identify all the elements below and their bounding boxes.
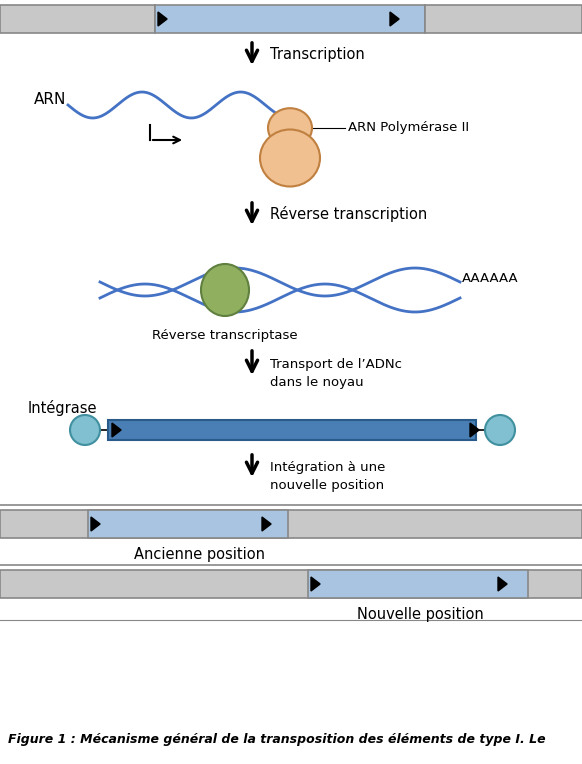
Text: Intégration à une
nouvelle position: Intégration à une nouvelle position: [270, 461, 385, 492]
Circle shape: [70, 415, 100, 445]
Text: Nouvelle position: Nouvelle position: [357, 607, 484, 621]
Bar: [155, 5, 425, 33]
Text: ARN: ARN: [34, 92, 66, 108]
Bar: [0, 5, 155, 33]
Text: Transcription: Transcription: [270, 47, 365, 61]
Circle shape: [485, 415, 515, 445]
Polygon shape: [311, 577, 320, 591]
Text: Figure 1 : Mécanisme général de la transposition des éléments de type I. Le: Figure 1 : Mécanisme général de la trans…: [8, 733, 546, 746]
Polygon shape: [262, 517, 271, 531]
Polygon shape: [112, 423, 121, 437]
Bar: [0, 510, 582, 538]
Ellipse shape: [260, 130, 320, 186]
Polygon shape: [470, 423, 479, 437]
Text: AAAAAA: AAAAAA: [462, 271, 519, 284]
Ellipse shape: [201, 264, 249, 316]
Polygon shape: [158, 12, 167, 26]
Ellipse shape: [268, 108, 312, 147]
Polygon shape: [498, 577, 507, 591]
Polygon shape: [390, 12, 399, 26]
Polygon shape: [91, 517, 100, 531]
Bar: [88, 510, 288, 538]
Bar: [425, 5, 582, 33]
Text: Ancienne position: Ancienne position: [134, 546, 265, 562]
Text: Transport de l’ADNc
dans le noyau: Transport de l’ADNc dans le noyau: [270, 358, 402, 389]
Text: ARN Polymérase II: ARN Polymérase II: [348, 121, 469, 134]
Text: Intégrase: Intégrase: [28, 400, 98, 416]
Bar: [308, 570, 528, 598]
Text: Réverse transcription: Réverse transcription: [270, 206, 427, 222]
Bar: [0, 570, 582, 598]
Text: Réverse transcriptase: Réverse transcriptase: [152, 329, 298, 342]
Bar: [108, 420, 476, 440]
